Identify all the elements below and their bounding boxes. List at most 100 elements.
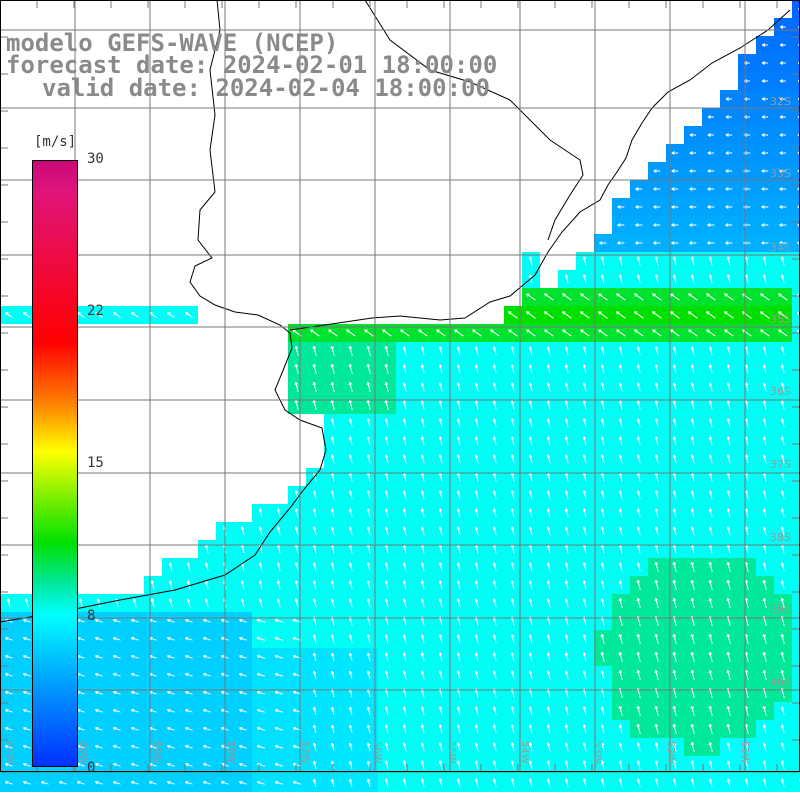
wind-arrow (493, 598, 497, 608)
longitude-label: 53W (592, 741, 603, 764)
wind-cell (792, 252, 800, 270)
wind-arrow-head (565, 580, 569, 584)
wind-arrow (598, 329, 608, 337)
wind-arrow-head (151, 580, 155, 584)
wind-arrow (727, 472, 731, 482)
wind-arrow (131, 619, 139, 623)
wind-arrow-head (385, 652, 389, 656)
wind-arrow (601, 274, 605, 284)
wind-cell (792, 738, 800, 756)
wind-arrow-head (331, 652, 335, 656)
wind-arrow (526, 329, 536, 337)
wind-arrow (583, 634, 587, 644)
wind-arrow-head (707, 187, 711, 190)
wind-arrow-head (59, 780, 63, 783)
wind-arrow-head (259, 508, 263, 512)
colorbar-tick: 0 (87, 760, 96, 776)
wind-arrow-head (619, 651, 623, 655)
wind-arrow-head (761, 79, 765, 82)
wind-arrow (23, 709, 31, 713)
wind-arrow-head (780, 25, 784, 28)
wind-arrow-head (547, 670, 551, 674)
wind-arrow (349, 634, 353, 644)
wind-arrow-head (779, 61, 784, 64)
wind-arrow-head (385, 778, 389, 782)
wind-arrow (203, 745, 211, 749)
wind-arrow (167, 691, 175, 695)
wind-arrow-head (275, 654, 279, 657)
wind-arrow-head (475, 598, 479, 602)
wind-arrow (439, 400, 443, 410)
wind-arrow (349, 418, 353, 428)
wind-arrow (259, 508, 263, 518)
wind-arrow-head (421, 724, 425, 728)
wind-arrow (781, 634, 785, 644)
wind-arrow-head (167, 690, 171, 693)
wind-arrow-head (257, 762, 261, 765)
wind-arrow-head (185, 636, 189, 639)
wind-arrow-head (691, 490, 695, 494)
wind-arrow (583, 670, 587, 680)
wind-arrow (331, 652, 335, 662)
wind-arrow-head (763, 274, 767, 278)
wind-arrow (95, 673, 103, 677)
wind-arrow (727, 724, 731, 734)
wind-arrow (439, 580, 443, 590)
wind-arrow (619, 346, 623, 356)
wind-arrow-head (709, 561, 713, 565)
wind-arrow (403, 436, 407, 446)
wind-arrow-head (185, 744, 189, 747)
wind-arrow-head (565, 490, 569, 494)
wind-arrow (673, 760, 677, 770)
wind-arrow-head (457, 346, 461, 350)
wind-arrow-head (709, 651, 713, 655)
longitude-label: 52W (665, 741, 676, 764)
wind-arrow-head (565, 652, 569, 656)
wind-arrow (529, 544, 533, 554)
wind-arrow (475, 760, 479, 770)
wind-arrow-head (691, 741, 695, 745)
latitude-label: 32S (770, 95, 791, 108)
wind-arrow (583, 598, 587, 608)
wind-arrow (763, 472, 767, 482)
wind-arrow (745, 364, 749, 374)
wind-arrow (293, 781, 301, 785)
wind-arrow (511, 742, 515, 752)
wind-arrow-head (583, 562, 587, 566)
wind-cell (792, 414, 800, 432)
wind-arrow-head (23, 636, 27, 639)
wind-cell (792, 468, 800, 486)
wind-arrow (457, 670, 461, 680)
wind-arrow-head (601, 760, 605, 764)
longitude-label: 57W (299, 741, 310, 764)
wind-arrow-head (619, 724, 623, 728)
wind-arrow (670, 293, 680, 301)
wind-arrow (275, 763, 283, 767)
wind-arrow (385, 760, 389, 770)
wind-arrow-head (5, 744, 9, 747)
wind-arrow-head (421, 382, 425, 386)
wind-arrow (655, 346, 659, 356)
wind-arrow-head (547, 724, 551, 728)
wind-arrow-head (745, 508, 749, 512)
wind-arrow-head (637, 490, 641, 494)
latitude-label: 34S (770, 241, 791, 254)
wind-arrow (508, 329, 518, 337)
wind-arrow-head (637, 562, 641, 566)
latitude-label: 37S (770, 458, 791, 471)
wind-arrow (439, 652, 443, 662)
wind-arrow-head (601, 580, 605, 584)
wind-arrow (113, 673, 121, 677)
wind-arrow (167, 637, 175, 641)
wind-arrow-head (349, 345, 353, 349)
wind-arrow-head (781, 778, 785, 782)
wind-arrow (385, 562, 389, 572)
wind-arrow (619, 562, 623, 572)
wind-arrow (745, 562, 749, 572)
wind-arrow-head (781, 724, 785, 728)
wind-arrow (547, 490, 551, 500)
wind-arrow-head (655, 723, 659, 727)
wind-arrow (349, 580, 353, 590)
wind-arrow (673, 706, 677, 716)
wind-arrow (529, 508, 533, 518)
